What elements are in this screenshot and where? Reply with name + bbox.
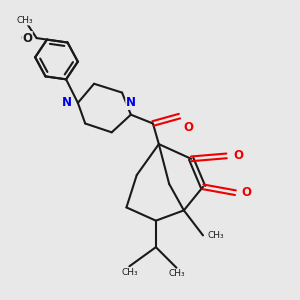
Text: O: O bbox=[22, 32, 32, 45]
Text: N: N bbox=[62, 96, 72, 110]
Text: N: N bbox=[126, 96, 136, 110]
Text: CH₃: CH₃ bbox=[207, 231, 224, 240]
Text: CH₃: CH₃ bbox=[168, 269, 185, 278]
Text: CH₃: CH₃ bbox=[121, 268, 138, 277]
Text: O: O bbox=[233, 149, 243, 162]
Text: O: O bbox=[183, 121, 193, 134]
Text: O: O bbox=[21, 32, 31, 45]
Text: CH₃: CH₃ bbox=[16, 16, 33, 25]
Text: O: O bbox=[242, 186, 252, 199]
